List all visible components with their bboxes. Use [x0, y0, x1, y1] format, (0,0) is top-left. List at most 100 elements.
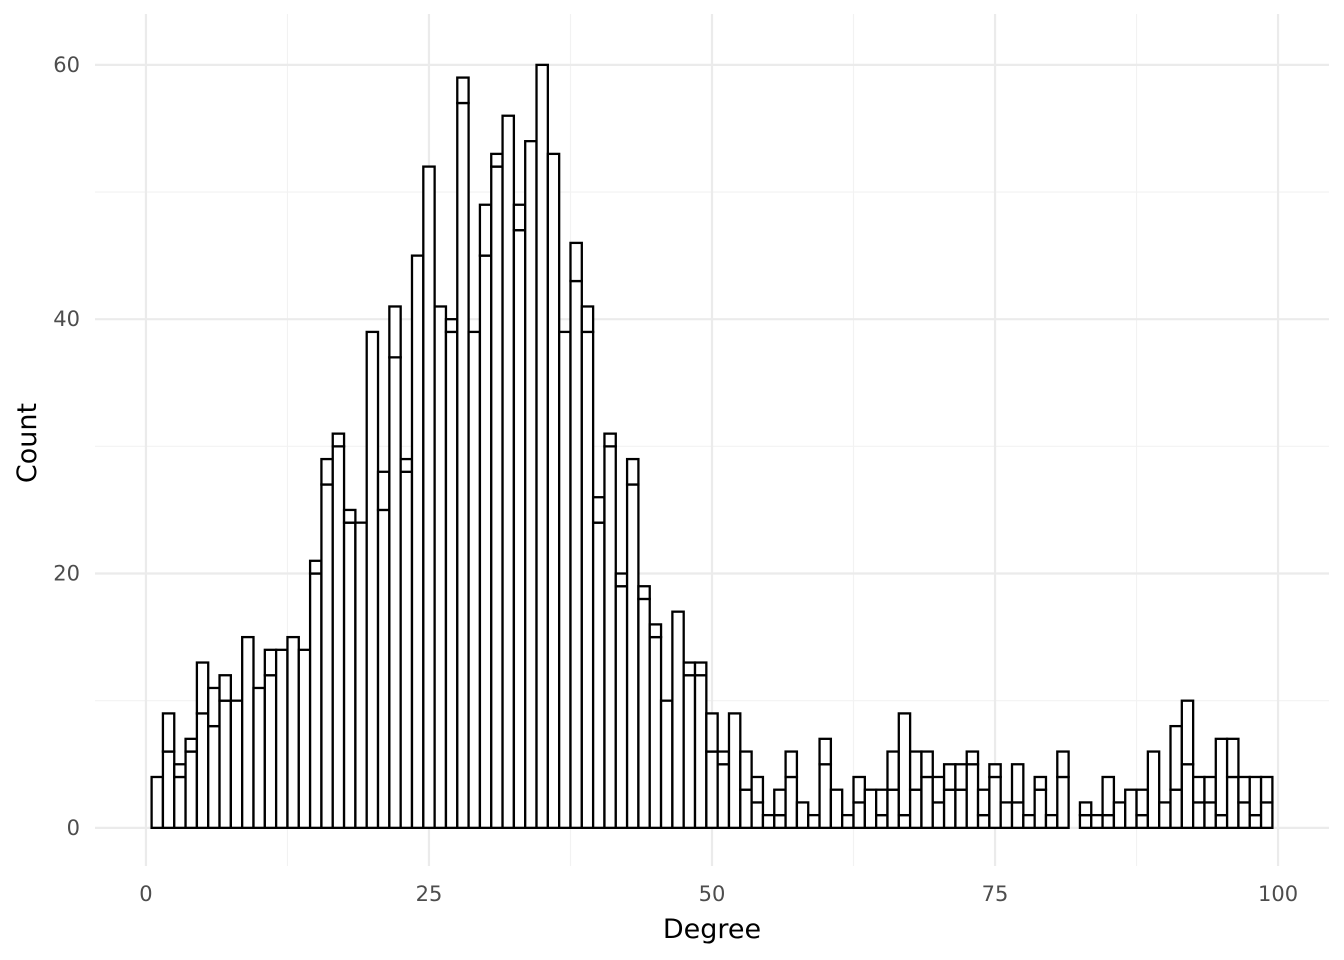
histogram-bar	[512, 203, 527, 232]
histogram-bar	[478, 254, 493, 830]
histogram-bar	[1237, 801, 1251, 830]
histogram-bar	[591, 521, 606, 830]
histogram-bar	[1191, 801, 1206, 830]
histogram-bar	[433, 305, 448, 830]
histogram-bar	[1214, 813, 1229, 830]
histogram-bar	[999, 801, 1014, 830]
histogram-bar	[1033, 788, 1048, 830]
histogram-bar	[603, 445, 617, 830]
histogram-bar	[818, 763, 833, 830]
histogram-bar	[218, 699, 233, 830]
histogram-bar	[218, 674, 233, 702]
histogram-bar	[795, 801, 810, 830]
histogram-bar	[388, 305, 402, 359]
histogram-bar	[331, 445, 346, 830]
histogram-bar	[558, 330, 572, 830]
histogram-bar	[784, 775, 799, 830]
histogram-bar	[342, 508, 357, 524]
histogram-bar	[705, 712, 719, 753]
histogram-bar	[161, 712, 176, 753]
histogram-bar	[1101, 775, 1116, 817]
histogram-bar	[773, 813, 787, 830]
histogram-bar	[841, 813, 855, 830]
histogram-bar	[965, 763, 980, 830]
histogram-bar	[524, 140, 538, 830]
histogram-bar	[773, 788, 787, 817]
histogram-bar	[1180, 763, 1195, 830]
histogram-bar	[727, 712, 742, 830]
histogram-bar	[286, 635, 300, 830]
histogram-bar	[376, 508, 391, 830]
histogram-bar	[818, 737, 833, 766]
histogram-bar	[546, 152, 561, 830]
y-tick-label: 0	[67, 816, 80, 840]
histogram-bar	[1010, 801, 1025, 830]
histogram-bar	[444, 330, 459, 830]
histogram-bar	[456, 76, 470, 105]
histogram-bar	[1214, 737, 1229, 817]
histogram-bar	[693, 674, 708, 830]
histogram-bar	[229, 699, 244, 830]
histogram-bar	[693, 661, 708, 677]
histogram-bar	[173, 763, 187, 779]
histogram-bar	[207, 686, 221, 728]
histogram-bar	[625, 483, 640, 830]
histogram-bar	[954, 788, 968, 830]
histogram-bar	[399, 457, 414, 473]
histogram-bar	[467, 330, 482, 830]
histogram-bar	[207, 724, 221, 830]
histogram-bar	[954, 763, 968, 791]
histogram-bar	[614, 572, 629, 588]
histogram-bar	[852, 775, 866, 804]
histogram-bar	[1078, 813, 1093, 830]
histogram-bar	[1033, 775, 1048, 791]
x-axis-tick-labels: 0 25 50 75 100	[139, 882, 1298, 906]
x-axis-title: Degree	[663, 914, 761, 945]
histogram-bar	[784, 750, 799, 779]
histogram-bar	[1135, 788, 1150, 817]
histogram-bar	[931, 801, 946, 830]
histogram-bar	[1237, 775, 1251, 804]
histogram-bar	[1259, 801, 1274, 830]
histogram-bar	[1203, 801, 1217, 830]
histogram-bar	[478, 203, 493, 257]
y-axis-tick-labels: 0 20 40 60	[53, 53, 80, 840]
histogram-bar	[274, 648, 289, 830]
histogram-bar	[897, 712, 912, 817]
histogram-bar	[173, 775, 187, 830]
histogram-bar	[308, 559, 323, 575]
histogram-bar	[342, 521, 357, 830]
histogram-bar	[682, 661, 697, 677]
histogram-bar	[942, 788, 957, 830]
histogram-bar	[1169, 724, 1183, 791]
histogram-bar	[739, 788, 753, 830]
histogram-bar	[965, 750, 980, 766]
histogram-bar	[875, 813, 889, 830]
histogram-bar	[1022, 813, 1036, 830]
histogram-bar	[365, 330, 380, 830]
histogram-bar	[1203, 775, 1217, 804]
histogram-bar	[354, 521, 368, 830]
histogram-bar	[988, 763, 1002, 779]
histogram-bar	[908, 788, 923, 830]
histogram-bar	[852, 801, 866, 830]
histogram-bar	[1158, 801, 1172, 830]
histogram-bar	[886, 750, 900, 791]
y-tick-label: 20	[53, 562, 80, 586]
x-tick-label: 0	[139, 882, 152, 906]
y-tick-label: 60	[53, 53, 80, 77]
histogram-bar	[648, 635, 663, 830]
histogram-bar	[942, 763, 957, 791]
histogram-bar	[569, 279, 583, 830]
histogram-bar	[931, 775, 946, 804]
histogram-bar	[388, 356, 402, 830]
histogram-bar	[501, 114, 516, 830]
histogram-bar	[603, 432, 617, 448]
histogram-bar	[716, 750, 731, 766]
histogram-bar	[308, 572, 323, 830]
histogram-bar	[637, 597, 651, 830]
histogram-bar	[1124, 788, 1138, 830]
histogram-bar	[648, 623, 663, 639]
histogram-bar	[399, 470, 414, 830]
